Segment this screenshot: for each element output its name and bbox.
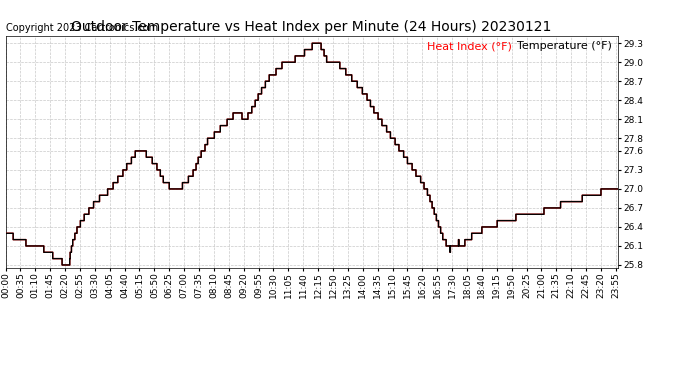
Heat Index (°F): [408, 161, 416, 166]
Heat Index (°F): [123, 161, 131, 166]
Text: Copyright 2023 Cartronics.com: Copyright 2023 Cartronics.com: [6, 23, 157, 33]
Heat Index (°F): [488, 225, 496, 229]
Temperature (°F): [1, 231, 10, 236]
Heat Index (°F): [308, 41, 316, 45]
Temperature (°F): [138, 148, 146, 153]
Heat Index (°F): [58, 263, 66, 267]
Temperature (°F): [408, 161, 416, 166]
Line: Heat Index (°F): Heat Index (°F): [6, 43, 618, 265]
Temperature (°F): [308, 41, 316, 45]
Heat Index (°F): [613, 187, 622, 191]
Temperature (°F): [613, 187, 622, 191]
Legend: Heat Index (°F), Temperature (°F): Heat Index (°F), Temperature (°F): [422, 37, 616, 56]
Temperature (°F): [58, 263, 66, 267]
Heat Index (°F): [1, 231, 10, 236]
Line: Temperature (°F): Temperature (°F): [6, 43, 618, 265]
Heat Index (°F): [206, 136, 215, 141]
Heat Index (°F): [542, 206, 550, 210]
Temperature (°F): [123, 161, 131, 166]
Temperature (°F): [206, 136, 215, 141]
Temperature (°F): [542, 206, 550, 210]
Title: Outdoor Temperature vs Heat Index per Minute (24 Hours) 20230121: Outdoor Temperature vs Heat Index per Mi…: [71, 21, 552, 34]
Heat Index (°F): [138, 148, 146, 153]
Temperature (°F): [488, 225, 496, 229]
